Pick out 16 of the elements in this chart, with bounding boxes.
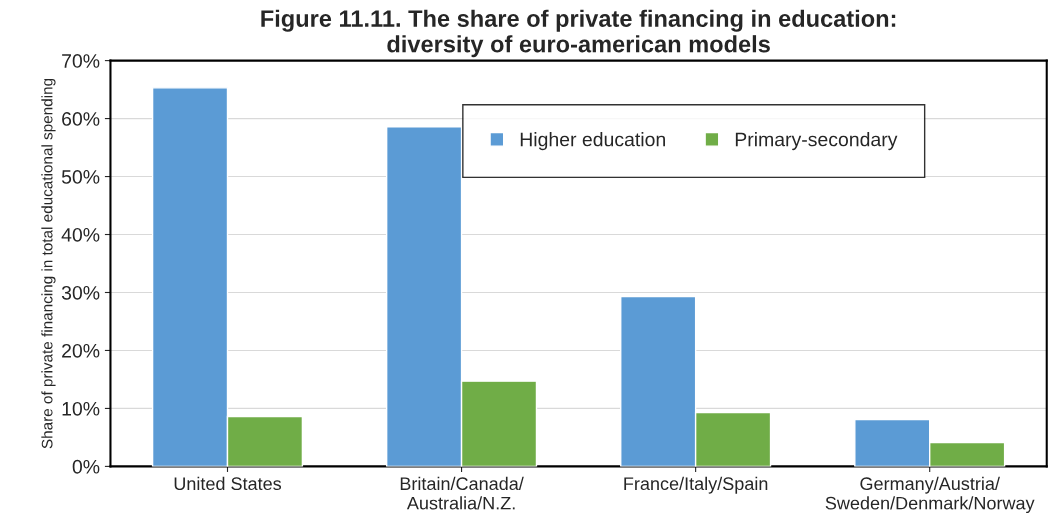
x-tick-label: United States bbox=[174, 476, 282, 491]
y-axis-title: Share of private financing in total educational spending bbox=[41, 78, 56, 449]
legend-label: Higher education bbox=[520, 132, 665, 151]
y-tick-label: 40% bbox=[61, 227, 100, 242]
y-tick-label: 0% bbox=[72, 459, 100, 474]
y-tick-label: 20% bbox=[62, 343, 100, 358]
x-tick-label: Germany/Austria/ Sweden/Denmark/Norway bbox=[825, 476, 1035, 514]
legend-label: Primary-secondary bbox=[735, 132, 898, 151]
y-tick-label: 30% bbox=[61, 285, 100, 300]
y-tick-label: 10% bbox=[62, 401, 100, 416]
x-tick-label: Britain/Canada/ Australia/N.Z. bbox=[400, 476, 524, 510]
y-tick-label: 70% bbox=[62, 54, 100, 68]
chart-title: Figure 11.11. The share of private financing in education: diversity of euro-american models bbox=[261, 9, 896, 58]
x-tick-label: France/Italy/Spain bbox=[624, 476, 768, 494]
y-tick-label: 60% bbox=[62, 112, 100, 126]
y-tick-label: 50% bbox=[61, 170, 100, 184]
